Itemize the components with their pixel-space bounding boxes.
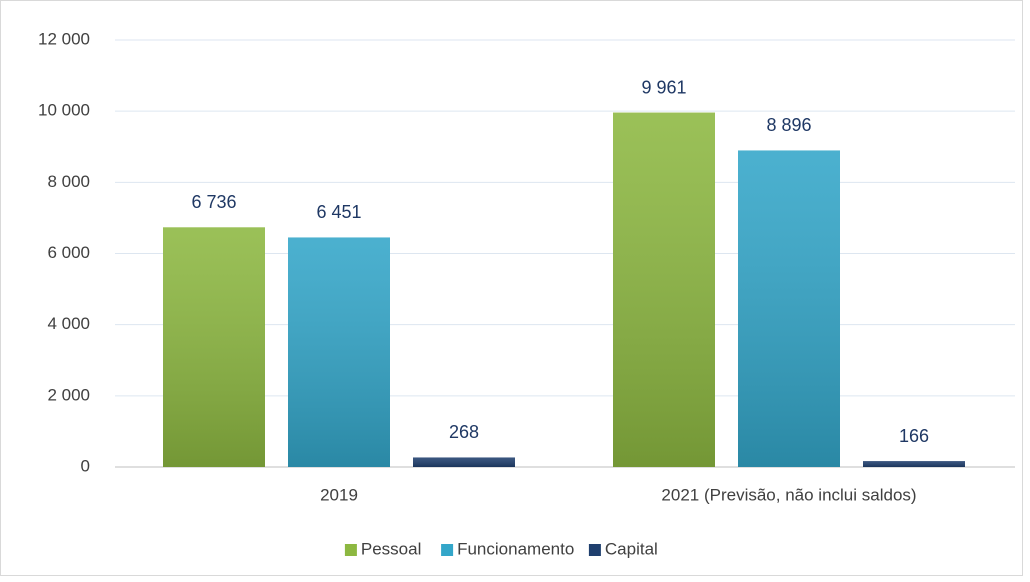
bar [738, 150, 840, 467]
legend-label: Capital [605, 539, 658, 558]
legend-swatch [344, 544, 357, 556]
y-tick-label: 12 000 [38, 29, 90, 48]
legend-swatch [441, 544, 454, 556]
legend-swatch [588, 544, 601, 556]
y-tick-label: 6 000 [47, 243, 90, 262]
bar [413, 457, 515, 467]
bar [288, 237, 390, 467]
y-tick-label: 2 000 [47, 385, 90, 404]
bar [163, 227, 265, 467]
value-label: 6 736 [191, 192, 236, 212]
value-label: 9 961 [641, 77, 686, 97]
x-tick-label: 2019 [320, 485, 358, 504]
y-tick-label: 10 000 [38, 101, 90, 120]
value-label: 166 [899, 426, 929, 446]
bar [613, 112, 715, 467]
value-label: 268 [449, 422, 479, 442]
value-label: 8 896 [766, 115, 811, 135]
y-tick-label: 0 [81, 456, 90, 475]
legend-label: Pessoal [361, 539, 421, 558]
legend-label: Funcionamento [457, 539, 574, 558]
bar [863, 461, 965, 467]
y-tick-label: 8 000 [47, 172, 90, 191]
y-tick-label: 4 000 [47, 314, 90, 333]
x-tick-label: 2021 (Previsão, não inclui saldos) [661, 485, 916, 504]
value-label: 6 451 [316, 202, 361, 222]
